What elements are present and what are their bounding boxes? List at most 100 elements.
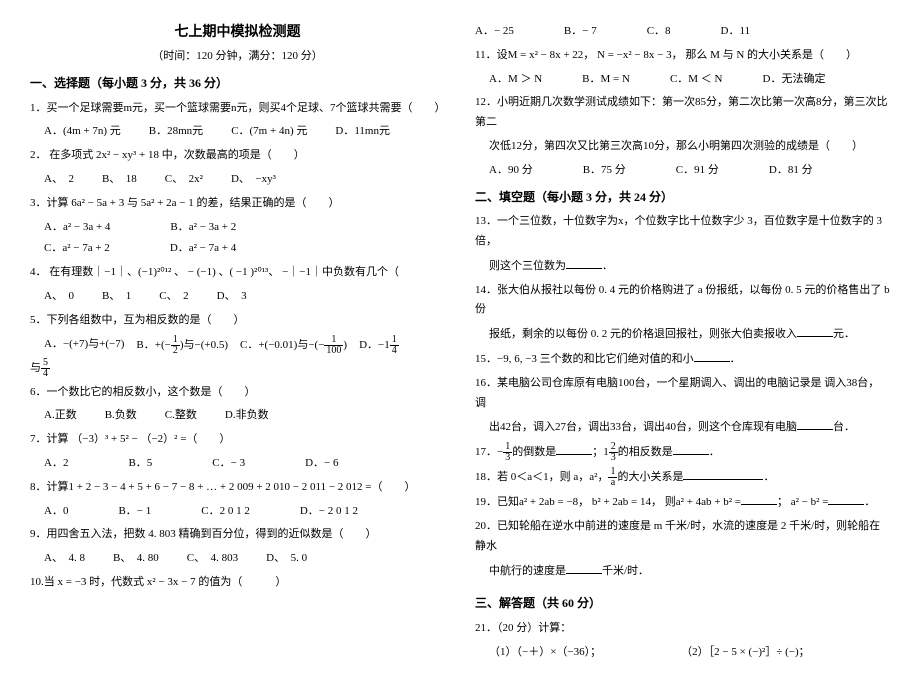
q6: 6．一个数比它的相反数小，这个数是（ ） [30, 383, 445, 403]
q9: 9．用四舍五入法，把数 4. 803 精确到百分位，得到的近似数是（ ） [30, 525, 445, 545]
q7-opt-a: A．2 [44, 454, 68, 474]
q8-options: A．0 B．− 1 C．2 0 1 2 D．− 2 0 1 2 [44, 502, 445, 522]
q10-options: A．− 25 B．− 7 C．8 D．11 [475, 22, 890, 42]
q1-opt-b: B．28mn元 [149, 122, 203, 142]
blank [683, 467, 763, 480]
q6-opt-c: C.整数 [165, 406, 197, 426]
q11-options: A．M ＞ N B．M = N C．M ＜ N D．无法确定 [489, 70, 890, 90]
q7-opt-d: D．− 6 [305, 454, 338, 474]
blank [741, 492, 777, 505]
q12-opt-b: B．75 分 [583, 161, 626, 181]
q21-part2: （2）［2 − 5 × (−)²］÷ (−)； [681, 643, 810, 663]
q15: 15．−9, 6, −3 三个数的和比它们绝对值的和小． [475, 349, 890, 370]
q7-opt-b: B．5 [128, 454, 152, 474]
q6-opt-a: A.正数 [44, 406, 77, 426]
q2-opt-a: A、 2 [44, 170, 74, 190]
q5-opt-a: A．−(+7)与+(−7) [44, 335, 124, 356]
q10-opt-a: A．− 25 [475, 22, 514, 42]
q9-opt-a: A、 4. 8 [44, 549, 85, 569]
q19: 19．已知a² + 2ab = −8， b² + 2ab = 14， 则a² +… [475, 492, 890, 513]
q12-line2: 次低12分，第四次又比第三次高10分，那么小明第四次测验的成绩是（ ） [489, 137, 890, 157]
q9-opt-b: B、 4. 80 [113, 549, 159, 569]
frac-1-4: 14 [390, 335, 399, 356]
q1-opt-d: D．11mn元 [335, 122, 390, 142]
frac-1-3: 13 [503, 442, 512, 463]
q5-tail: 与54 [30, 358, 445, 379]
q21: 21．（20 分）计算： [475, 619, 890, 639]
blank [566, 256, 602, 269]
q17: 17．−13的倒数是；123的相反数是． [475, 442, 890, 463]
q6-opt-b: B.负数 [105, 406, 137, 426]
exam-subtitle: （时间：120 分钟，满分：120 分） [30, 47, 445, 67]
q7-opt-c: C．− 3 [212, 454, 245, 474]
q1-opt-c: C．(7m + 4n) 元 [231, 122, 307, 142]
q4-opt-b: B、 1 [102, 287, 131, 307]
q2-opt-c: C、 2x² [165, 170, 203, 190]
q13-line1: 13．一个三位数，十位数字为x，个位数字比十位数字少 3，百位数字是十位数字的 … [475, 212, 890, 252]
q5-options: A．−(+7)与+(−7) B．+(−12)与−(+0.5) C．+(−0.01… [44, 335, 445, 356]
q8-opt-d: D．− 2 0 1 2 [300, 502, 358, 522]
q20-line2: 中航行的速度是千米/时． [489, 561, 890, 582]
q6-options: A.正数 B.负数 C.整数 D.非负数 [44, 406, 445, 426]
q2: 2． 在多项式 2x² − xy³ + 18 中，次数最高的项是（ ） [30, 146, 445, 166]
q18: 18．若 0＜a＜1，则 a，a²，1a的大小关系是． [475, 467, 890, 488]
q6-opt-d: D.非负数 [225, 406, 269, 426]
blank [797, 324, 833, 337]
q10-opt-c: C．8 [647, 22, 671, 42]
q11: 11．设M = x² − 8x + 22， N = −x² − 8x − 3， … [475, 46, 890, 66]
q10-opt-b: B．− 7 [564, 22, 597, 42]
q4-options: A、 0 B、 1 C、 2 D、 3 [44, 287, 445, 307]
q10-opt-d: D．11 [721, 22, 751, 42]
q9-options: A、 4. 8 B、 4. 80 C、 4. 803 D、 5. 0 [44, 549, 445, 569]
q3-options-row1: A．a² − 3a + 4 B．a² − 3a + 2 [44, 218, 445, 238]
q11-opt-d: D．无法确定 [763, 70, 826, 90]
q2-options: A、 2 B、 18 C、 2x² D、 −xy³ [44, 170, 445, 190]
q12-opt-d: D．81 分 [769, 161, 813, 181]
q13-line2: 则这个三位数为． [489, 256, 890, 277]
blank [797, 417, 833, 430]
blank [673, 442, 709, 455]
q10: 10.当 x = −3 时，代数式 x² − 3x − 7 的值为（ ） [30, 573, 445, 593]
q14-line1: 14．张大伯从报社以每份 0. 4 元的价格购进了 a 份报纸，以每份 0. 5… [475, 281, 890, 321]
blank [566, 561, 602, 574]
q4: 4． 在有理数｜−1｜、(−1)²⁰¹² 、 − (−1) 、( −1 )²⁰¹… [30, 263, 445, 283]
blank [694, 349, 730, 362]
section-2-heading: 二、填空题（每小题 3 分，共 24 分） [475, 187, 890, 209]
q4-opt-c: C、 2 [159, 287, 188, 307]
q16-line2: 出42台，调入27台，调出33台，调出40台，则这个仓库现有电脑台． [489, 417, 890, 438]
q8-opt-c: C．2 0 1 2 [201, 502, 250, 522]
frac-5-4: 54 [41, 358, 50, 379]
q5-opt-c: C．+(−0.01)与−(−1100) [240, 335, 347, 356]
q5-opt-b: B．+(−12)与−(+0.5) [136, 335, 228, 356]
q12-line1: 12．小明近期几次数学测试成绩如下：第一次85分，第二次比第一次高8分，第三次比… [475, 93, 890, 133]
q1-opt-a: A．(4m + 7n) 元 [44, 122, 121, 142]
q3-options-row2: C．a² − 7a + 2 D．a² − 7a + 4 [44, 239, 445, 259]
q1: 1．买一个足球需要m元，买一个篮球需要n元，则买4个足球、7个篮球共需要（ ） [30, 99, 445, 119]
blank [828, 492, 864, 505]
q2-opt-d: D、 −xy³ [231, 170, 276, 190]
right-column: A．− 25 B．− 7 C．8 D．11 11．设M = x² − 8x + … [475, 20, 890, 665]
q1-options: A．(4m + 7n) 元 B．28mn元 C．(7m + 4n) 元 D．11… [44, 122, 445, 142]
blank [556, 442, 592, 455]
q3-opt-c: C．a² − 7a + 2 [44, 239, 110, 259]
q20-line1: 20．已知轮船在逆水中前进的速度是 m 千米/时，水流的速度是 2 千米/时，则… [475, 517, 890, 557]
q9-opt-d: D、 5. 0 [266, 549, 307, 569]
q21-part1: （1）（−＋）×（−36）； [489, 643, 601, 663]
q3-opt-b: B．a² − 3a + 2 [170, 218, 236, 238]
q4-opt-d: D、 3 [217, 287, 247, 307]
q8: 8．计算1 + 2 − 3 − 4 + 5 + 6 − 7 − 8 + … + … [30, 478, 445, 498]
q3-opt-d: D．a² − 7a + 4 [170, 239, 236, 259]
q5-opt-d: D．−114 [359, 335, 399, 356]
left-column: 七上期中模拟检测题 （时间：120 分钟，满分：120 分） 一、选择题（每小题… [30, 20, 445, 665]
q14-line2: 报纸，剩余的以每份 0. 2 元的价格退回报社，则张大伯卖报收入元． [489, 324, 890, 345]
q9-opt-c: C、 4. 803 [187, 549, 238, 569]
q21-parts: （1）（−＋）×（−36）； （2）［2 − 5 × (−)²］÷ (−)； [489, 643, 890, 663]
q12-options: A．90 分 B．75 分 C．91 分 D．81 分 [489, 161, 890, 181]
section-3-heading: 三、解答题（共 60 分） [475, 593, 890, 615]
q12-opt-c: C．91 分 [676, 161, 719, 181]
frac-2-3: 23 [609, 442, 618, 463]
q3: 3．计算 6a² − 5a + 3 与 5a² + 2a − 1 的差，结果正确… [30, 194, 445, 214]
q8-opt-a: A．0 [44, 502, 68, 522]
q5: 5．下列各组数中，互为相反数的是（ ） [30, 311, 445, 331]
frac-1-100: 1100 [324, 335, 343, 356]
